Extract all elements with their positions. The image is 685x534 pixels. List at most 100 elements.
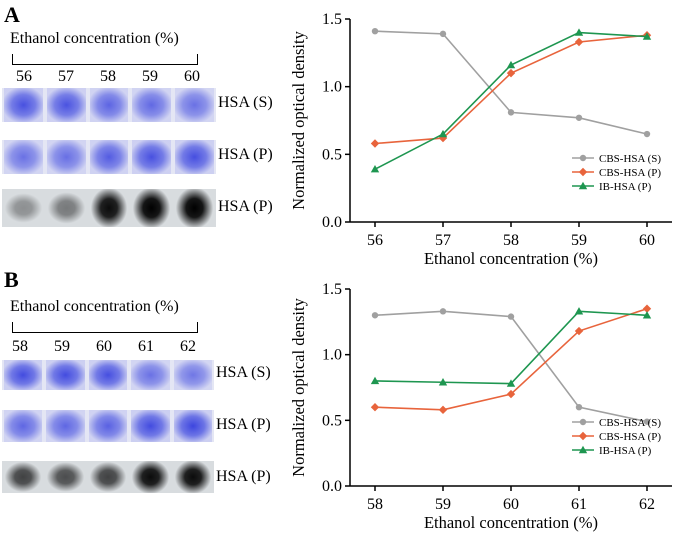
gel-b-bracket bbox=[12, 322, 198, 333]
data-point bbox=[506, 379, 516, 387]
data-point bbox=[643, 130, 651, 138]
gel-strip bbox=[2, 140, 216, 174]
series-line bbox=[374, 31, 648, 170]
x-tick-label: 56 bbox=[367, 232, 383, 249]
gel-a-title: Ethanol concentration (%) bbox=[10, 30, 179, 47]
y-tick-label: 1.5 bbox=[322, 11, 342, 28]
data-point bbox=[578, 445, 588, 454]
data-point bbox=[506, 60, 516, 69]
y-axis-label: Normalized optical density bbox=[289, 30, 308, 209]
data-point bbox=[575, 404, 583, 411]
data-point bbox=[507, 109, 515, 116]
data-point bbox=[370, 139, 380, 148]
band-label: HSA (S) bbox=[216, 364, 271, 381]
data-point bbox=[370, 165, 380, 173]
gel-lane-band bbox=[88, 461, 128, 493]
gel-lane-band bbox=[89, 189, 129, 227]
gel-b-lane-label: 58 bbox=[12, 338, 28, 355]
x-tick-label: 58 bbox=[367, 496, 383, 513]
gel-lane-band bbox=[173, 410, 213, 442]
data-point bbox=[371, 27, 379, 35]
gel-lane-band bbox=[46, 461, 85, 493]
data-point bbox=[438, 129, 448, 138]
series-line bbox=[374, 310, 648, 423]
legend-label: CBS-HSA (S) bbox=[599, 153, 661, 165]
gel-strip bbox=[2, 360, 214, 390]
gel-lane-band bbox=[4, 189, 43, 227]
data-point bbox=[579, 418, 587, 426]
legend-label: IB-HSA (P) bbox=[599, 181, 652, 193]
gel-lane-band bbox=[4, 140, 43, 174]
band-label: HSA (P) bbox=[216, 468, 271, 485]
gel-lane-band bbox=[46, 410, 85, 442]
gel-lane-band bbox=[89, 140, 129, 174]
data-point bbox=[506, 389, 516, 399]
gel-b-lane-label: 59 bbox=[54, 338, 70, 355]
gel-strip bbox=[2, 461, 214, 493]
gel-lane-band bbox=[4, 360, 43, 390]
gel-lane-band bbox=[131, 360, 170, 390]
gel-lane-band bbox=[4, 461, 43, 493]
data-point bbox=[370, 376, 380, 385]
x-axis-label: Ethanol concentration (%) bbox=[424, 513, 598, 532]
band-label: HSA (S) bbox=[218, 94, 273, 111]
gel-lane-band bbox=[173, 461, 213, 493]
gel-lane-band bbox=[131, 461, 170, 493]
gel-lane-band bbox=[175, 189, 214, 227]
data-point bbox=[574, 28, 584, 36]
x-tick-label: 60 bbox=[503, 496, 519, 513]
band-label: HSA (P) bbox=[218, 146, 273, 163]
y-tick-label: 0.0 bbox=[322, 214, 342, 231]
gel-b-lane-label: 61 bbox=[138, 338, 154, 355]
y-tick-label: 0.5 bbox=[322, 412, 342, 429]
data-point bbox=[643, 418, 651, 425]
data-point bbox=[642, 32, 652, 40]
data-point bbox=[578, 167, 588, 177]
x-tick-label: 58 bbox=[503, 232, 519, 249]
data-point bbox=[438, 405, 448, 415]
y-axis-label: Normalized optical density bbox=[289, 297, 308, 476]
y-tick-label: 0.5 bbox=[322, 146, 342, 163]
gel-b-lane-label: 60 bbox=[96, 338, 112, 355]
data-point bbox=[371, 312, 379, 319]
gel-lane-band bbox=[132, 88, 172, 122]
gel-lane-band bbox=[132, 189, 172, 227]
y-tick-label: 1.5 bbox=[322, 281, 342, 298]
y-tick-label: 0.0 bbox=[322, 478, 342, 495]
data-point bbox=[642, 311, 652, 319]
legend-label: CBS-HSA (S) bbox=[599, 417, 661, 429]
gel-lane-band bbox=[175, 140, 214, 174]
gel-a-lane-label: 56 bbox=[16, 68, 32, 85]
data-point bbox=[507, 313, 515, 320]
panel-label-b: B bbox=[4, 267, 19, 292]
gel-lane-band bbox=[88, 360, 128, 390]
gel-a-bracket bbox=[12, 54, 198, 65]
gel-a-lane-label: 60 bbox=[184, 68, 200, 85]
y-tick-label: 1.0 bbox=[322, 79, 342, 96]
data-point bbox=[574, 307, 584, 315]
series-line bbox=[374, 34, 648, 145]
data-point bbox=[578, 431, 588, 441]
legend-label: CBS-HSA (P) bbox=[599, 431, 661, 443]
gel-a-lane-label: 58 bbox=[100, 68, 116, 85]
gel-lane-band bbox=[46, 140, 86, 174]
gel-lane-band bbox=[46, 189, 86, 227]
x-tick-label: 61 bbox=[571, 496, 587, 513]
line-chart-b: 0.0 0.5 1.0 1.5 58 59 60 61 62 Ethanol concentrat… bbox=[289, 281, 672, 532]
gel-strip bbox=[2, 189, 216, 227]
data-point bbox=[575, 114, 583, 121]
x-tick-label: 59 bbox=[571, 232, 587, 249]
gel-b-title: Ethanol concentration (%) bbox=[10, 298, 179, 315]
data-point bbox=[439, 308, 447, 315]
panel-label-a: A bbox=[4, 2, 20, 27]
data-point bbox=[438, 378, 448, 386]
series-line bbox=[374, 30, 648, 135]
gel-a-lane-label: 59 bbox=[142, 68, 158, 85]
band-label: HSA (P) bbox=[218, 198, 273, 215]
gel-lane-band bbox=[173, 360, 213, 390]
data-point bbox=[574, 326, 584, 336]
data-point bbox=[579, 154, 587, 162]
gel-lane-band bbox=[4, 410, 43, 442]
gel-strip bbox=[2, 88, 216, 122]
x-axis-label: Ethanol concentration (%) bbox=[424, 249, 598, 268]
